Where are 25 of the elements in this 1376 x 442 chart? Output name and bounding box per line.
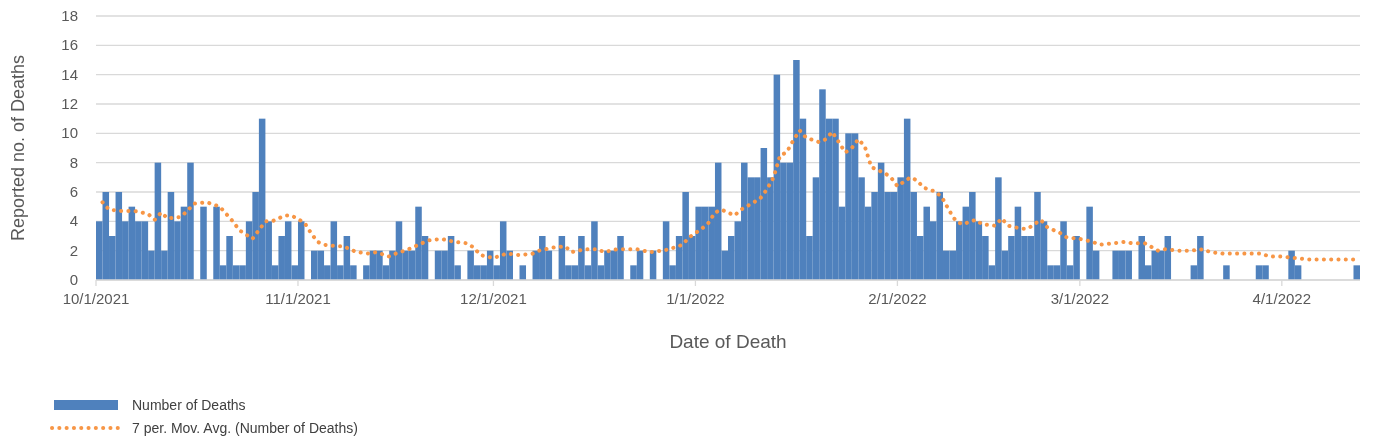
line-series: [100, 128, 1356, 262]
bar: [200, 206, 207, 280]
y-tick-label: 6: [69, 183, 78, 200]
x-tick-label: 3/1/2022: [1050, 290, 1110, 307]
bar: [1223, 265, 1230, 280]
x-tick-label: 10/1/2021: [62, 290, 130, 307]
y-axis-title: Reported no. of Deaths: [8, 54, 28, 242]
y-tick-label: 16: [61, 36, 78, 54]
y-tick-label: 10: [61, 124, 78, 142]
legend-label: Number of Deaths: [132, 397, 246, 413]
x-tick-label: 2/1/2022: [868, 290, 927, 307]
x-tick-label: 4/1/2022: [1252, 290, 1312, 307]
x-tick-label: 12/1/2021: [460, 290, 527, 307]
x-tick-label: 11/1/2021: [265, 290, 331, 307]
y-tick-label: 8: [69, 153, 78, 171]
x-axis-title: Date of Death: [669, 331, 787, 352]
y-tick-label: 18: [61, 7, 78, 24]
y-tick-label: 4: [69, 212, 78, 230]
y-tick-label: 14: [61, 65, 78, 83]
y-tick-label: 12: [61, 95, 78, 112]
bar: [1353, 265, 1360, 280]
legend-label: 7 per. Mov. Avg. (Number of Deaths): [132, 420, 358, 436]
y-tick-label: 0: [69, 271, 78, 288]
y-tick-label: 2: [69, 241, 78, 259]
x-tick-label: 1/1/2022: [666, 290, 725, 307]
